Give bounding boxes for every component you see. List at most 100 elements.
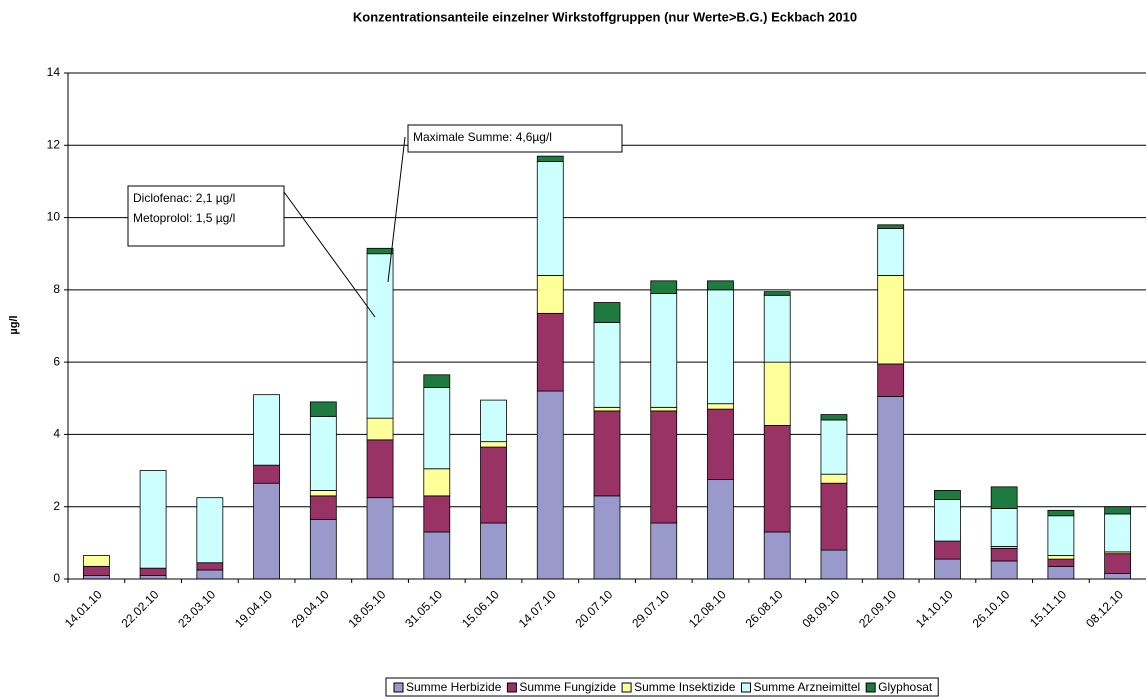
x-tick-label: 29.04.10 [289, 587, 332, 630]
annotation-line [387, 136, 406, 283]
bar-segment [139, 470, 167, 569]
bar-segment [707, 403, 734, 410]
bar-segment [366, 253, 394, 419]
legend-swatch [621, 682, 632, 693]
legend-swatch [506, 682, 517, 693]
bar-segment [763, 291, 791, 296]
legend-swatch [740, 682, 751, 693]
legend-label: Summe Herbizide [406, 680, 502, 694]
bar-segment [934, 540, 961, 560]
bar-segment [990, 486, 1018, 509]
x-tick-label: 26.08.10 [743, 587, 786, 630]
bar-segment [1047, 565, 1075, 580]
bar-segment [139, 574, 167, 580]
bar-segment [650, 280, 678, 294]
x-tick-label: 14.07.10 [516, 587, 559, 630]
annotation-line [283, 191, 376, 318]
bar-segment [820, 414, 848, 421]
bar-segment [366, 417, 394, 441]
bar-segment [934, 558, 961, 580]
legend-label: Glyphosat [878, 680, 933, 694]
x-tick-label: 08.12.10 [1083, 587, 1126, 630]
bar-segment [1104, 513, 1132, 553]
bar-segment [536, 161, 564, 276]
bar-segment [1104, 506, 1132, 515]
bar-segment [366, 497, 394, 580]
bar-segment [934, 490, 961, 500]
annotation-text: Metoprolol: 1,5 µg/l [133, 211, 235, 225]
bar-segment [707, 479, 734, 580]
bar-segment [990, 560, 1018, 580]
bar-segment [366, 439, 394, 499]
annotation-text: Diclofenac: 2,1 µg/l [133, 191, 235, 205]
x-tick-label: 23.03.10 [175, 587, 218, 630]
bar-segment [593, 302, 621, 323]
y-axis-label: µg/l [8, 315, 20, 334]
bar-segment [877, 274, 905, 365]
y-tick-label: 12 [47, 137, 61, 151]
bar-segment [763, 294, 791, 363]
y-tick-label: 6 [53, 354, 60, 368]
legend-label: Summe Insektizide [634, 680, 736, 694]
bar-segment [1047, 555, 1075, 560]
bar-segment [309, 490, 337, 497]
bar-segment [877, 224, 905, 229]
y-tick-label: 10 [47, 210, 61, 224]
bar-segment [707, 408, 734, 481]
legend-swatch [865, 682, 876, 693]
legend: Summe Herbizide Summe Fungizide Summe Inse… [385, 677, 939, 697]
bar-segment [139, 567, 167, 576]
x-tick-label: 15.11.10 [1027, 587, 1070, 630]
bar-segment [820, 482, 848, 551]
bar-segment [1047, 509, 1075, 517]
chart-title: Konzentrationsanteile einzelner Wirkstof… [353, 9, 857, 24]
x-tick-label: 20.07.10 [572, 587, 615, 630]
bar-segment [309, 495, 337, 520]
bar-segment [423, 531, 451, 580]
bar-segment [196, 497, 224, 564]
x-tick-label: 18.05.10 [345, 587, 388, 630]
bar-segment [707, 280, 734, 291]
bar-segment [480, 441, 507, 448]
bar-segment [423, 495, 451, 533]
bar-segment [196, 569, 224, 580]
bar-segment [707, 289, 734, 405]
bar-segment [82, 555, 110, 567]
bar-segment [196, 562, 224, 571]
bar-segment [820, 549, 848, 580]
bar-segment [650, 410, 678, 524]
bar-segment [423, 387, 451, 470]
x-tick-label: 14.01.10 [62, 587, 105, 630]
legend-box [385, 677, 939, 697]
x-tick-label: 22.02.10 [119, 587, 162, 630]
bar-segment [253, 394, 280, 466]
y-tick-label: 4 [53, 427, 60, 441]
bar-segment [480, 522, 507, 580]
bar-segment [480, 399, 507, 443]
bar-segment [536, 390, 564, 580]
x-tick-label: 08.09.10 [799, 587, 842, 630]
bar-segment [423, 468, 451, 497]
bar-segment [650, 406, 678, 412]
legend-swatch [393, 682, 404, 693]
x-tick-label: 31.05.10 [402, 587, 445, 630]
x-tick-label: 14.10.10 [913, 587, 956, 630]
annotation-box [407, 124, 623, 153]
x-tick-label: 22.09.10 [856, 587, 899, 630]
y-tick-label: 14 [47, 65, 61, 79]
bar-segment [423, 374, 451, 388]
bar-segment [763, 424, 791, 533]
bar-segment [650, 293, 678, 408]
annotation-box [127, 185, 285, 247]
bar-segment [366, 247, 394, 255]
bar-segment [593, 410, 621, 497]
legend-label: Summe Fungizide [519, 680, 616, 694]
y-tick-label: 0 [53, 571, 60, 585]
x-tick-label: 12.08.10 [686, 587, 729, 630]
bar-segment [593, 406, 621, 412]
x-tick-label: 19.04.10 [232, 587, 275, 630]
bar-segment [820, 419, 848, 475]
legend-label: Summe Arzneimittel [753, 680, 860, 694]
bar-segment [309, 518, 337, 580]
